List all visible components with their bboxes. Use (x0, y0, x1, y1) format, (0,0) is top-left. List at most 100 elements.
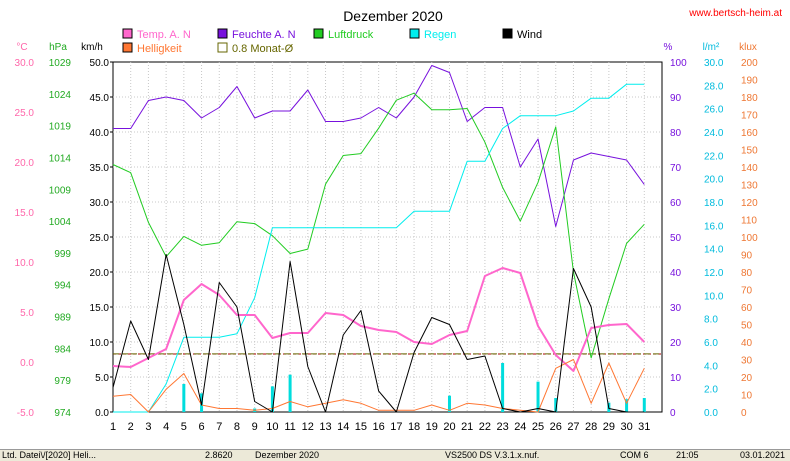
day-tick-label: 11 (284, 421, 295, 433)
rain-tick-label: 22.0 (704, 151, 724, 162)
wind-tick-label: 15.0 (90, 303, 110, 314)
light-tick-label: 170 (741, 111, 758, 122)
light-tick-label: 50 (741, 321, 753, 332)
chart-title: Dezember 2020 (343, 8, 443, 24)
series-line-feuchte-a-n (113, 65, 645, 227)
day-tick-label: 20 (443, 421, 455, 433)
light-tick-label: 10 (741, 391, 753, 402)
day-tick-label: 28 (585, 421, 597, 433)
day-tick-label: 25 (532, 421, 544, 433)
day-tick-label: 4 (163, 421, 169, 433)
rain-tick-label: 12.0 (704, 268, 724, 279)
pressure-tick-label: 984 (54, 344, 71, 355)
wind-tick-label: 5.0 (95, 373, 109, 384)
light-tick-label: 70 (741, 286, 753, 297)
series-line-wind (112, 254, 645, 413)
wind-tick-label: 25.0 (90, 233, 110, 244)
rain-tick-label: 16.0 (704, 221, 724, 232)
day-tick-label: 7 (216, 421, 222, 433)
day-tick-label: 19 (426, 421, 438, 433)
wind-tick-label: 10.0 (90, 338, 110, 349)
wind-tick-label: 35.0 (90, 163, 110, 174)
pressure-tick-label: 999 (54, 249, 71, 260)
humidity-tick-label: 80 (670, 128, 682, 139)
rain-tick-label: 0.0 (704, 408, 718, 419)
temp-tick-label: 20.0 (15, 158, 35, 169)
light-tick-label: 150 (741, 146, 758, 157)
light-tick-label: 90 (741, 251, 753, 262)
wind-tick-label: 45.0 (90, 93, 110, 104)
day-tick-label: 13 (319, 421, 331, 433)
day-tick-label: 24 (514, 421, 526, 433)
temp-tick-label: 25.0 (15, 108, 35, 119)
day-tick-label: 17 (390, 421, 402, 433)
rain-tick-label: 26.0 (704, 105, 724, 116)
day-tick-label: 29 (603, 421, 615, 433)
day-tick-label: 27 (567, 421, 579, 433)
series-line-temp-a-n (112, 267, 646, 372)
pressure-tick-label: 1014 (49, 153, 72, 164)
website-link[interactable]: www.bertsch-heim.at (688, 8, 782, 19)
rain-tick-label: 2.0 (704, 385, 718, 396)
status-bar: Ltd. Datei\/[2020] Heli... 2.8620 Dezember… (0, 449, 790, 461)
humidity-tick-label: 70 (670, 163, 682, 174)
pressure-tick-label: 1024 (49, 90, 72, 101)
temp-tick-label: 30.0 (15, 58, 35, 69)
rain-axis-unit: l/m² (703, 42, 720, 53)
legend-swatch (313, 28, 324, 39)
wind-axis-unit: km/h (81, 42, 103, 53)
rain-tick-label: 10.0 (704, 291, 724, 302)
pressure-axis-unit: hPa (49, 42, 67, 53)
humidity-tick-label: 100 (670, 58, 687, 69)
humidity-tick-label: 30 (670, 303, 682, 314)
day-tick-label: 9 (252, 421, 258, 433)
day-tick-label: 3 (145, 421, 151, 433)
wind-tick-label: 50.0 (90, 58, 110, 69)
day-tick-label: 23 (496, 421, 508, 433)
temp-tick-label: 15.0 (15, 208, 35, 219)
status-bar-item: Ltd. Datei\/[2020] Heli... (2, 450, 97, 460)
legend-swatch (217, 42, 228, 53)
pressure-tick-label: 1009 (49, 185, 72, 196)
humidity-tick-label: 40 (670, 268, 682, 279)
pressure-tick-label: 974 (54, 408, 71, 419)
temp-tick-label: 5.0 (20, 308, 34, 319)
pressure-tick-label: 1019 (49, 122, 72, 133)
day-tick-label: 21 (461, 421, 473, 433)
day-tick-label: 15 (355, 421, 367, 433)
rain-tick-label: 4.0 (704, 361, 718, 372)
rain-tick-label: 18.0 (704, 198, 724, 209)
humidity-tick-label: 90 (670, 93, 682, 104)
day-tick-label: 14 (337, 421, 349, 433)
day-tick-label: 18 (408, 421, 420, 433)
humidity-tick-label: 10 (670, 373, 682, 384)
status-bar-item: Dezember 2020 (255, 450, 320, 460)
legend-label: Regen (424, 29, 456, 41)
status-bar-item: VS2500 DS V.3.1.x.nuf. (445, 450, 540, 460)
light-tick-label: 190 (741, 76, 758, 87)
light-axis-unit: klux (739, 42, 757, 53)
legend-swatch (409, 28, 420, 39)
status-bar-item: 21:05 (676, 450, 699, 460)
pressure-tick-label: 1004 (49, 217, 72, 228)
rain-tick-label: 8.0 (704, 315, 718, 326)
legend-label: Wind (517, 29, 542, 41)
wind-tick-label: 40.0 (90, 128, 110, 139)
rain-tick-label: 14.0 (704, 245, 724, 256)
light-tick-label: 60 (741, 303, 753, 314)
light-tick-label: 80 (741, 268, 753, 279)
light-tick-label: 140 (741, 163, 758, 174)
series-line-regen (113, 83, 645, 413)
day-tick-label: 31 (638, 421, 650, 433)
wind-tick-label: 20.0 (90, 268, 110, 279)
day-tick-label: 12 (302, 421, 314, 433)
pressure-tick-label: 989 (54, 313, 71, 324)
day-tick-label: 6 (198, 421, 204, 433)
light-tick-label: 30 (741, 356, 753, 367)
rain-tick-label: 6.0 (704, 338, 718, 349)
rain-tick-label: 28.0 (704, 81, 724, 92)
rain-tick-label: 20.0 (704, 175, 724, 186)
light-tick-label: 120 (741, 198, 758, 209)
legend-swatch (122, 42, 133, 53)
rain-tick-label: 24.0 (704, 128, 724, 139)
